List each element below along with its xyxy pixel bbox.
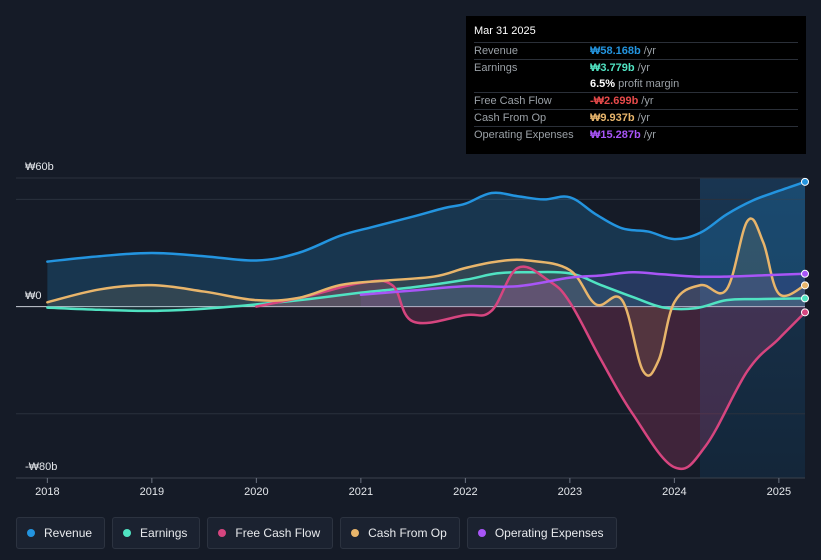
tooltip-date: Mar 31 2025 bbox=[474, 25, 536, 37]
tooltip-row-value: 6.5% bbox=[590, 78, 616, 90]
tooltip-row-unit: /yr bbox=[643, 129, 656, 141]
tooltip-row-label: Revenue bbox=[474, 45, 519, 57]
x-tick-label: 2024 bbox=[662, 486, 686, 498]
legend-item-revenue[interactable]: Revenue bbox=[16, 517, 106, 549]
x-axis: 2018 2019 2020 2021 2022 2023 2024 2025 bbox=[35, 478, 791, 498]
legend-label: Operating Expenses bbox=[494, 526, 604, 540]
tooltip-row-value: ₩9.937b bbox=[590, 112, 635, 124]
tooltip-row-value: ₩3.779b bbox=[590, 62, 635, 74]
x-tick-label: 2019 bbox=[140, 486, 164, 498]
area-free-cash-flow bbox=[256, 266, 805, 469]
tooltip-row: Earnings ₩3.779b/yr bbox=[474, 59, 798, 76]
y-tick-label: ₩0 bbox=[25, 290, 42, 302]
tooltip-row-unit: /yr bbox=[643, 45, 656, 57]
area-operating-expenses bbox=[360, 272, 805, 307]
tooltip-row-label: Free Cash Flow bbox=[474, 95, 552, 107]
end-point-earnings bbox=[801, 294, 809, 303]
x-tick-label: 2018 bbox=[35, 486, 59, 498]
tooltip-row-unit: /yr bbox=[641, 95, 654, 107]
x-tick-label: 2025 bbox=[767, 486, 791, 498]
legend-dot-icon bbox=[351, 529, 360, 537]
tooltip-row: Operating Expenses ₩15.287b/yr bbox=[474, 126, 798, 143]
financial-chart: ₩60b ₩0 -₩80b 2018 2019 2020 2021 2022 2023 2024… bbox=[16, 161, 809, 498]
area-cash-from-op bbox=[47, 218, 805, 376]
tooltip-row-label: Operating Expenses bbox=[474, 129, 574, 141]
tooltip-row-value: ₩15.287b bbox=[590, 129, 641, 141]
series-end-markers bbox=[801, 177, 809, 317]
end-point-operating-expenses bbox=[801, 269, 809, 278]
x-tick-label: 2020 bbox=[244, 486, 268, 498]
legend-item-free-cash-flow[interactable]: Free Cash Flow bbox=[207, 517, 334, 549]
tooltip-row-value: -₩2.699b bbox=[590, 95, 639, 107]
series-areas bbox=[47, 181, 805, 469]
legend-label: Earnings bbox=[140, 526, 188, 540]
line-earnings bbox=[46, 270, 807, 313]
legend-dot-icon bbox=[477, 529, 486, 537]
y-tick-label: -₩80b bbox=[25, 461, 57, 473]
legend-item-operating-expenses[interactable]: Operating Expenses bbox=[466, 517, 617, 549]
tooltip-row-value: ₩58.168b bbox=[590, 45, 641, 57]
tooltip-row-label: Cash From Op bbox=[474, 112, 547, 124]
line-cash-from-op bbox=[46, 217, 807, 377]
series-lines bbox=[46, 180, 807, 471]
tooltip-row: Revenue ₩58.168b/yr bbox=[474, 42, 798, 59]
legend-label: Revenue bbox=[44, 526, 93, 540]
legend-dot-icon bbox=[27, 529, 35, 537]
legend-label: Free Cash Flow bbox=[235, 526, 321, 540]
end-point-revenue bbox=[801, 177, 809, 186]
chart-legend: Revenue Earnings Free Cash Flow Cash From O… bbox=[16, 517, 624, 549]
legend-dot-icon bbox=[123, 529, 132, 537]
end-point-free-cash-flow bbox=[801, 308, 809, 317]
data-tooltip: Mar 31 2025 Revenue ₩58.168b/yr Earnings ₩3… bbox=[466, 16, 806, 154]
line-revenue bbox=[46, 180, 807, 263]
tooltip-row-unit: /yr bbox=[637, 112, 650, 124]
legend-item-cash-from-op[interactable]: Cash From Op bbox=[340, 517, 460, 549]
tooltip-row: 6.5% profit margin bbox=[474, 76, 798, 92]
tooltip-row: Cash From Op ₩9.937b/yr bbox=[474, 109, 798, 126]
tooltip-row-unit: /yr bbox=[637, 62, 650, 74]
legend-label: Cash From Op bbox=[368, 526, 447, 540]
x-tick-label: 2023 bbox=[558, 486, 582, 498]
tooltip-row-label: Earnings bbox=[474, 62, 518, 74]
area-earnings bbox=[47, 271, 805, 311]
tooltip-row-unit: profit margin bbox=[618, 78, 680, 90]
area-revenue bbox=[47, 181, 805, 307]
tooltip-row: Free Cash Flow -₩2.699b/yr bbox=[474, 92, 798, 109]
x-tick-label: 2021 bbox=[349, 486, 373, 498]
legend-dot-icon bbox=[218, 529, 227, 537]
y-axis: ₩60b ₩0 -₩80b bbox=[25, 161, 57, 473]
x-tick-label: 2022 bbox=[453, 486, 477, 498]
legend-item-earnings[interactable]: Earnings bbox=[112, 517, 201, 549]
line-operating-expenses bbox=[359, 271, 807, 297]
line-free-cash-flow bbox=[255, 265, 807, 471]
y-tick-label: ₩60b bbox=[25, 161, 54, 173]
end-point-cash-from-op bbox=[801, 281, 809, 290]
